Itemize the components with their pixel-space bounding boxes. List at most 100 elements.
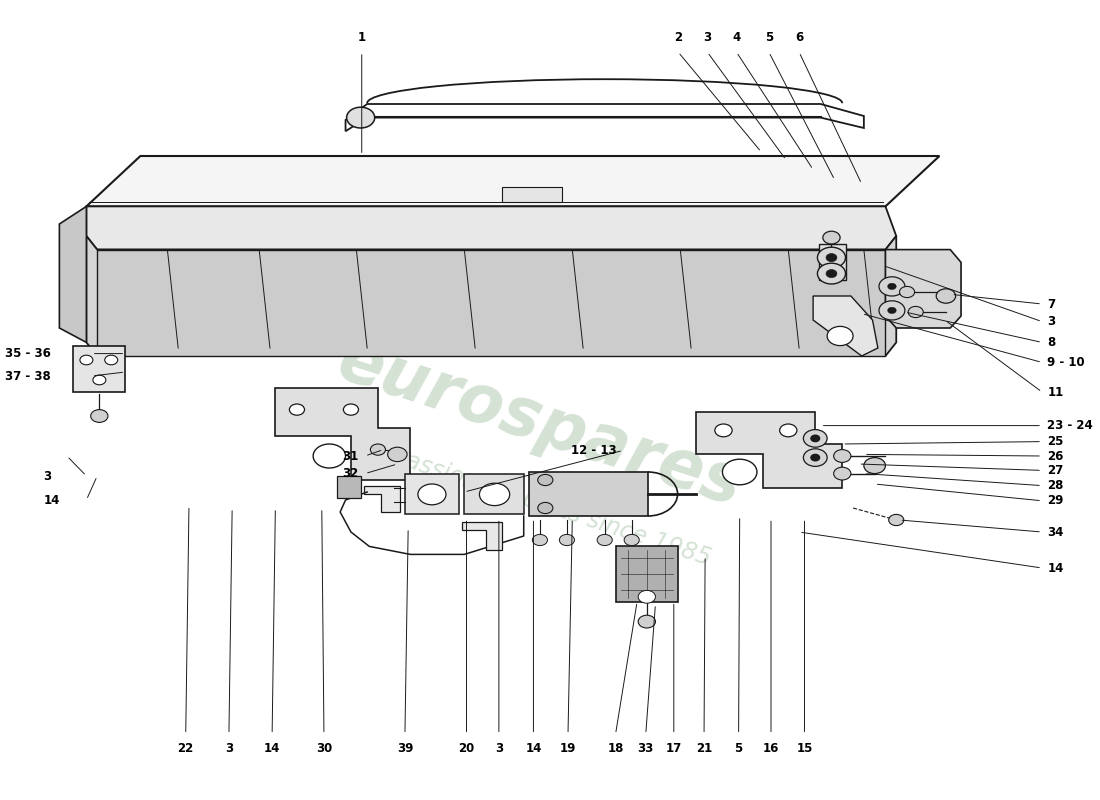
Text: 28: 28 — [1047, 479, 1064, 492]
Circle shape — [826, 254, 837, 262]
Text: 19: 19 — [560, 742, 576, 755]
Circle shape — [371, 444, 385, 455]
Circle shape — [888, 283, 896, 290]
Circle shape — [92, 375, 106, 385]
Polygon shape — [97, 250, 886, 356]
Text: 3: 3 — [1047, 315, 1056, 328]
Circle shape — [817, 247, 846, 268]
Circle shape — [888, 307, 896, 314]
Circle shape — [538, 474, 553, 486]
Text: 7: 7 — [1047, 298, 1056, 310]
Circle shape — [532, 534, 548, 546]
Bar — [616, 546, 678, 602]
Text: 8: 8 — [1047, 336, 1056, 349]
Polygon shape — [696, 412, 843, 488]
Polygon shape — [462, 522, 502, 550]
Text: 3: 3 — [43, 470, 52, 482]
Polygon shape — [813, 296, 878, 356]
Text: 14: 14 — [264, 742, 280, 755]
Polygon shape — [87, 206, 896, 250]
Circle shape — [900, 286, 914, 298]
Text: 11: 11 — [1047, 386, 1064, 398]
Text: 32: 32 — [342, 467, 359, 480]
Circle shape — [480, 483, 509, 506]
Circle shape — [418, 484, 446, 505]
Text: 35 - 36: 35 - 36 — [6, 347, 52, 360]
Bar — [74, 346, 125, 392]
Circle shape — [803, 449, 827, 466]
Polygon shape — [818, 244, 846, 280]
Text: 14: 14 — [525, 742, 541, 755]
Circle shape — [638, 615, 656, 628]
Polygon shape — [87, 156, 939, 206]
Circle shape — [314, 444, 345, 468]
Polygon shape — [275, 388, 410, 480]
Circle shape — [104, 355, 118, 365]
Text: 30: 30 — [316, 742, 332, 755]
Polygon shape — [364, 486, 399, 512]
Circle shape — [343, 404, 359, 415]
Text: 21: 21 — [696, 742, 712, 755]
Circle shape — [834, 467, 851, 480]
Text: 31: 31 — [342, 450, 359, 462]
Circle shape — [597, 534, 613, 546]
Text: 23 - 24: 23 - 24 — [1047, 419, 1093, 432]
Text: 15: 15 — [796, 742, 813, 755]
Polygon shape — [87, 236, 896, 356]
Circle shape — [909, 306, 923, 318]
Text: 27: 27 — [1047, 464, 1064, 477]
Circle shape — [723, 459, 757, 485]
Text: 16: 16 — [762, 742, 779, 755]
Polygon shape — [886, 250, 961, 328]
Circle shape — [559, 534, 574, 546]
Circle shape — [90, 410, 108, 422]
Text: 5: 5 — [764, 31, 773, 44]
Text: 26: 26 — [1047, 450, 1064, 462]
Text: 18: 18 — [607, 742, 624, 755]
Bar — [337, 476, 361, 498]
Text: 14: 14 — [43, 494, 59, 506]
Circle shape — [811, 435, 819, 442]
Text: 12 - 13: 12 - 13 — [571, 444, 617, 457]
Bar — [529, 472, 648, 516]
Text: 1: 1 — [358, 31, 366, 44]
Text: 22: 22 — [177, 742, 194, 755]
Bar — [502, 187, 561, 202]
Circle shape — [827, 326, 854, 346]
Circle shape — [879, 277, 905, 296]
Circle shape — [538, 502, 553, 514]
Circle shape — [387, 447, 407, 462]
Circle shape — [715, 424, 733, 437]
Circle shape — [936, 289, 956, 303]
Circle shape — [826, 270, 837, 278]
Circle shape — [811, 454, 819, 461]
Circle shape — [803, 430, 827, 447]
Circle shape — [889, 514, 904, 526]
Circle shape — [823, 231, 840, 244]
Circle shape — [624, 534, 639, 546]
Text: eurospares: eurospares — [329, 327, 750, 521]
Circle shape — [638, 590, 656, 603]
Text: 33: 33 — [638, 742, 653, 755]
Text: 9 - 10: 9 - 10 — [1047, 356, 1085, 369]
Circle shape — [834, 450, 851, 462]
Polygon shape — [59, 206, 87, 342]
Text: 29: 29 — [1047, 494, 1064, 507]
Text: a passion for parts since 1985: a passion for parts since 1985 — [366, 438, 713, 570]
Polygon shape — [405, 474, 459, 514]
Text: 39: 39 — [397, 742, 414, 755]
Circle shape — [289, 404, 305, 415]
Bar — [464, 474, 524, 514]
Circle shape — [780, 424, 796, 437]
Text: 20: 20 — [459, 742, 474, 755]
Text: 2: 2 — [674, 31, 682, 44]
Text: 37 - 38: 37 - 38 — [6, 370, 51, 382]
Text: 3: 3 — [703, 31, 712, 44]
Circle shape — [864, 458, 886, 474]
Circle shape — [346, 107, 375, 128]
Text: 3: 3 — [224, 742, 233, 755]
Text: 6: 6 — [795, 31, 803, 44]
Text: 17: 17 — [666, 742, 682, 755]
Text: 25: 25 — [1047, 435, 1064, 448]
Circle shape — [817, 263, 846, 284]
